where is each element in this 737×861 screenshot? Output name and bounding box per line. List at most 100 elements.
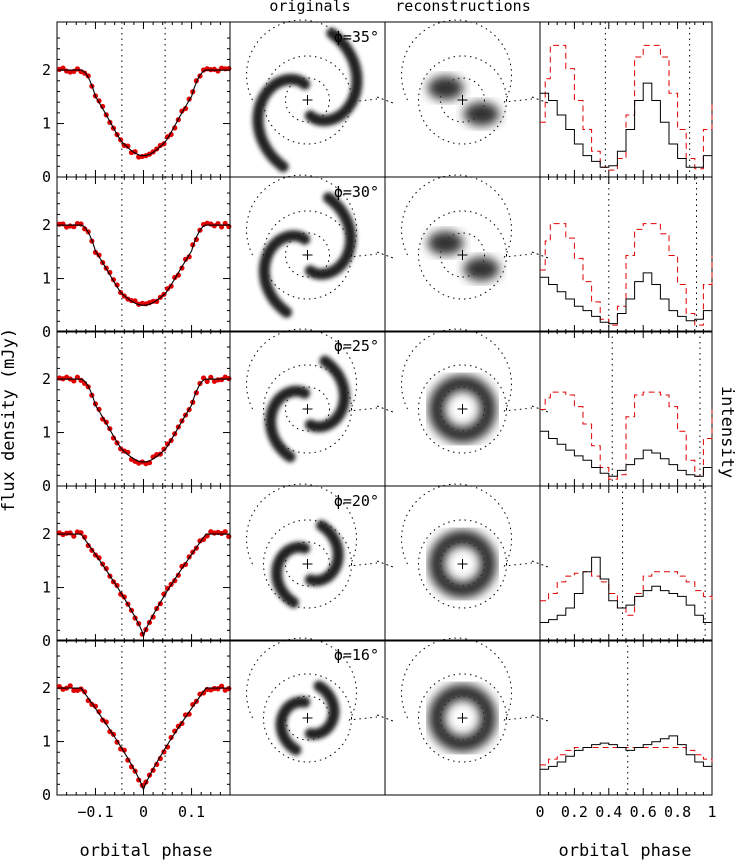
data-point	[67, 683, 73, 689]
ytick-label: 0	[42, 477, 51, 495]
data-point	[200, 536, 207, 543]
intensity-frame	[539, 639, 713, 796]
dotted-circle	[418, 210, 507, 300]
reconstruction-map	[384, 483, 549, 642]
lightcurve-frame	[56, 21, 231, 178]
data-point	[74, 374, 81, 380]
spiral-arm	[304, 355, 351, 433]
data-point	[164, 286, 171, 292]
model-curve	[57, 687, 230, 792]
ytick-label: 2	[42, 525, 51, 543]
model-curve	[57, 224, 230, 306]
row-1: 0 1 2 ϕ=35°	[42, 19, 713, 186]
ring	[428, 530, 497, 598]
phi-label: ϕ=30°	[334, 183, 379, 201]
ytick-label: 2	[42, 679, 51, 697]
original-map	[229, 483, 394, 642]
row-3: 0 1 2 ϕ=25°	[42, 328, 713, 495]
xtick-label: −0.1	[77, 803, 113, 821]
lightcurve-frame	[56, 176, 231, 333]
roche-lobe	[246, 174, 378, 258]
dotted-circle	[285, 232, 330, 278]
data-point	[71, 533, 77, 539]
spiral-arms	[258, 192, 357, 318]
data-point	[175, 272, 181, 278]
dotted-circle	[285, 77, 330, 123]
spiral-arm	[271, 541, 311, 608]
xtick-label: 0.2	[561, 803, 588, 821]
reconstruction-map	[384, 174, 549, 333]
dotted-circle	[440, 232, 485, 278]
data-point	[96, 709, 102, 715]
data-point	[96, 555, 102, 561]
row-2: 0 1 2 ϕ=30°	[42, 174, 713, 341]
xlabel-right: orbital phase	[558, 841, 691, 861]
spiral-arm	[304, 27, 363, 127]
data-point	[190, 701, 196, 708]
roche-lobe	[401, 483, 533, 567]
reconstruction-map	[384, 328, 549, 487]
data-point	[103, 719, 109, 725]
spiral-arms	[275, 680, 340, 756]
dotted-circle	[263, 673, 352, 763]
data-point	[92, 703, 99, 709]
data-point	[164, 441, 171, 447]
ytick-label: 1	[42, 270, 51, 288]
ytick-label: 1	[42, 424, 51, 442]
roche-lobe	[401, 19, 533, 103]
data-point	[114, 282, 120, 288]
ytick-label: 0	[42, 632, 51, 650]
lightcurve-frame	[56, 485, 231, 642]
data-point	[161, 591, 167, 597]
dashed-curve	[540, 391, 713, 480]
model-curve	[57, 69, 230, 157]
roche-lobe	[246, 637, 378, 721]
data-point	[168, 131, 174, 138]
xtick-label: 1	[707, 803, 716, 821]
ytick-label: 2	[42, 370, 51, 388]
data-point	[164, 585, 171, 591]
ring	[428, 684, 497, 752]
data-point	[204, 378, 210, 385]
model-curve	[57, 378, 230, 463]
dotted-circle	[418, 519, 507, 609]
data-point	[218, 683, 225, 689]
ylabel-left: flux density (mJy)	[0, 328, 19, 512]
blob	[427, 76, 464, 100]
data-point	[186, 254, 192, 260]
roche-lobe	[401, 174, 533, 258]
data-point	[222, 529, 228, 535]
data-point	[121, 747, 127, 753]
ytick-label: 0	[42, 323, 51, 341]
solid-curve	[540, 556, 713, 626]
xtick-label: 0	[139, 803, 148, 821]
data-point	[226, 533, 232, 540]
panels: 0 1 2 ϕ=35° 0 1 2 ϕ=30° 0 1 2 ϕ=25° 0 1 2 ϕ=20° 0 1 2 ϕ=16°…	[42, 19, 717, 821]
xtick-label: 0.8	[664, 803, 691, 821]
spiral-arm	[258, 230, 311, 318]
row-4: 0 1 2 ϕ=20°	[42, 483, 713, 650]
spiral-arm	[304, 520, 344, 587]
xtick-label: 0.4	[595, 803, 622, 821]
dotted-circle	[263, 364, 352, 454]
spiral-arm	[304, 680, 340, 740]
spiral-arm	[275, 696, 311, 756]
data-point	[71, 687, 77, 694]
ytick-label: 0	[42, 168, 51, 186]
dotted-circle	[418, 364, 507, 454]
blob	[463, 257, 500, 281]
row-5: 0 1 2 ϕ=16°	[42, 637, 713, 804]
data-point	[82, 226, 88, 232]
solid-curve	[540, 272, 713, 325]
ring	[428, 375, 497, 443]
ytick-label: 2	[42, 216, 51, 234]
phi-label: ϕ=20°	[334, 492, 379, 510]
spiral-arm	[252, 73, 311, 173]
original-map	[229, 174, 394, 333]
dotted-circle	[285, 386, 330, 432]
col-title-reconstructions: reconstructions	[395, 0, 530, 15]
ytick-label: 1	[42, 115, 51, 133]
data-point	[161, 446, 167, 452]
solid-curve	[540, 82, 713, 168]
reconstruction-map	[384, 637, 549, 796]
